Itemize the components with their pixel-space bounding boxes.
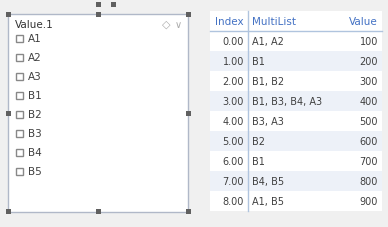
Text: B5: B5 (28, 166, 42, 176)
Text: Value.1: Value.1 (15, 20, 54, 30)
Text: B4, B5: B4, B5 (252, 176, 284, 186)
Bar (185, 210, 191, 215)
Text: 700: 700 (360, 156, 378, 166)
Bar (8, 15, 188, 212)
Text: A1: A1 (28, 34, 42, 44)
Bar (16, 149, 23, 156)
Bar (16, 130, 23, 137)
Text: B3, A3: B3, A3 (252, 116, 284, 126)
Bar (95, 12, 100, 17)
Bar (111, 2, 116, 7)
Text: B1: B1 (252, 57, 265, 67)
Bar (95, 2, 100, 7)
Bar (16, 92, 23, 99)
Bar (16, 54, 23, 61)
Bar (210, 191, 382, 211)
Text: A2: A2 (28, 53, 42, 63)
Text: 900: 900 (360, 196, 378, 206)
Text: 500: 500 (360, 116, 378, 126)
Bar (210, 111, 382, 131)
Text: 200: 200 (360, 57, 378, 67)
Text: B2: B2 (28, 109, 42, 119)
Text: A1, A2: A1, A2 (252, 37, 284, 47)
Text: Index: Index (215, 17, 244, 27)
Bar (210, 12, 382, 32)
Text: B2: B2 (252, 136, 265, 146)
Text: B1, B2: B1, B2 (252, 77, 284, 87)
Text: Value: Value (349, 17, 378, 27)
Text: B3: B3 (28, 128, 42, 138)
Bar (5, 111, 10, 116)
Bar (16, 35, 23, 42)
Bar (5, 210, 10, 215)
Text: 2.00: 2.00 (222, 77, 244, 87)
Text: ◇: ◇ (162, 20, 170, 30)
Text: 400: 400 (360, 96, 378, 106)
Bar (210, 151, 382, 171)
Bar (210, 131, 382, 151)
Text: MultiList: MultiList (252, 17, 296, 27)
Bar (185, 111, 191, 116)
Text: B1, B3, B4, A3: B1, B3, B4, A3 (252, 96, 322, 106)
Bar (210, 52, 382, 72)
Bar (16, 168, 23, 175)
Bar (5, 12, 10, 17)
Bar (210, 92, 382, 111)
Bar (16, 111, 23, 118)
Text: 800: 800 (360, 176, 378, 186)
Text: B1: B1 (28, 91, 42, 101)
Text: 5.00: 5.00 (222, 136, 244, 146)
Bar (210, 32, 382, 52)
Text: 4.00: 4.00 (223, 116, 244, 126)
Text: 3.00: 3.00 (223, 96, 244, 106)
Text: A1, B5: A1, B5 (252, 196, 284, 206)
Text: 100: 100 (360, 37, 378, 47)
Text: 1.00: 1.00 (223, 57, 244, 67)
Text: B1: B1 (252, 156, 265, 166)
Text: 600: 600 (360, 136, 378, 146)
Bar (210, 171, 382, 191)
Bar (16, 73, 23, 80)
Text: 300: 300 (360, 77, 378, 87)
Text: 7.00: 7.00 (222, 176, 244, 186)
Text: 8.00: 8.00 (223, 196, 244, 206)
Text: ∨: ∨ (175, 20, 182, 30)
Text: 6.00: 6.00 (223, 156, 244, 166)
Text: B4: B4 (28, 147, 42, 157)
Text: 0.00: 0.00 (223, 37, 244, 47)
Bar (210, 72, 382, 92)
Bar (95, 210, 100, 215)
Text: A3: A3 (28, 72, 42, 82)
Bar (185, 12, 191, 17)
